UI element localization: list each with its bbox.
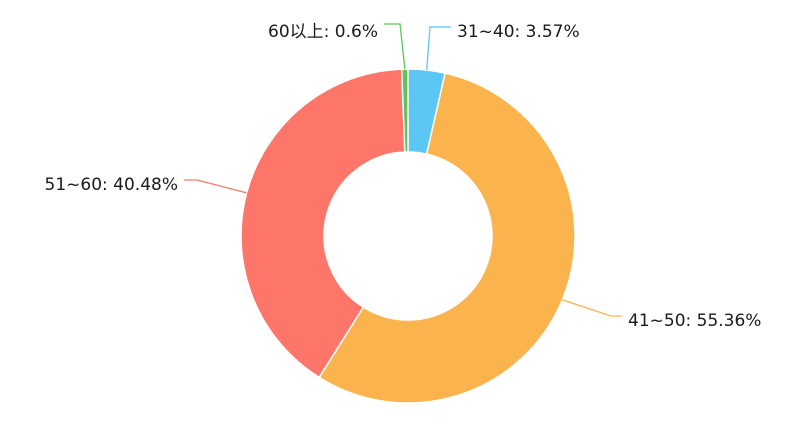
slice-41-50[interactable] bbox=[318, 72, 576, 404]
slice-51-60[interactable] bbox=[240, 68, 406, 379]
leader-line-51-60 bbox=[184, 179, 247, 194]
labels-layer: 31~40: 3.57% 41~50: 55.36% 51~60: 40.48% 60… bbox=[45, 22, 762, 331]
slices-layer bbox=[240, 68, 576, 404]
slice-label-41-50: 41~50: 55.36% bbox=[628, 311, 761, 331]
leader-lines-layer bbox=[184, 23, 622, 317]
slice-label-31-40: 31~40: 3.57% bbox=[457, 22, 580, 42]
slice-label-60: 60以上: 0.6% bbox=[268, 22, 378, 42]
slice-label-51-60: 51~60: 40.48% bbox=[45, 175, 178, 195]
leader-line-60 bbox=[384, 23, 406, 70]
slice-60[interactable] bbox=[400, 68, 409, 153]
leader-line-41-50 bbox=[562, 299, 622, 317]
leader-line-31-40 bbox=[426, 26, 451, 71]
